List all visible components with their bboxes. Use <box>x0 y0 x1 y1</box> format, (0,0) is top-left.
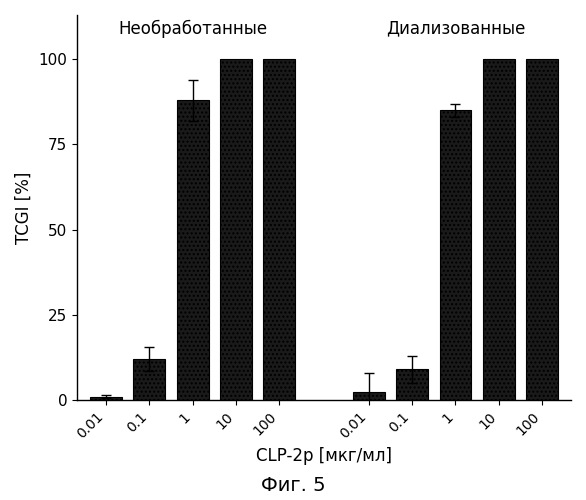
Y-axis label: TCGI [%]: TCGI [%] <box>15 172 33 244</box>
Bar <box>396 370 428 400</box>
Text: Необработанные: Необработанные <box>118 20 267 38</box>
Bar <box>134 359 165 400</box>
Text: Диализованные: Диализованные <box>386 20 525 38</box>
X-axis label: CLP-2p [мкг/мл]: CLP-2p [мкг/мл] <box>256 447 392 465</box>
Bar <box>90 396 122 400</box>
Bar <box>353 392 385 400</box>
Bar <box>440 110 471 400</box>
Bar <box>177 100 209 400</box>
Bar <box>483 60 515 400</box>
Bar <box>264 60 295 400</box>
Text: Фиг. 5: Фиг. 5 <box>261 476 325 495</box>
Bar <box>220 60 252 400</box>
Bar <box>526 60 558 400</box>
